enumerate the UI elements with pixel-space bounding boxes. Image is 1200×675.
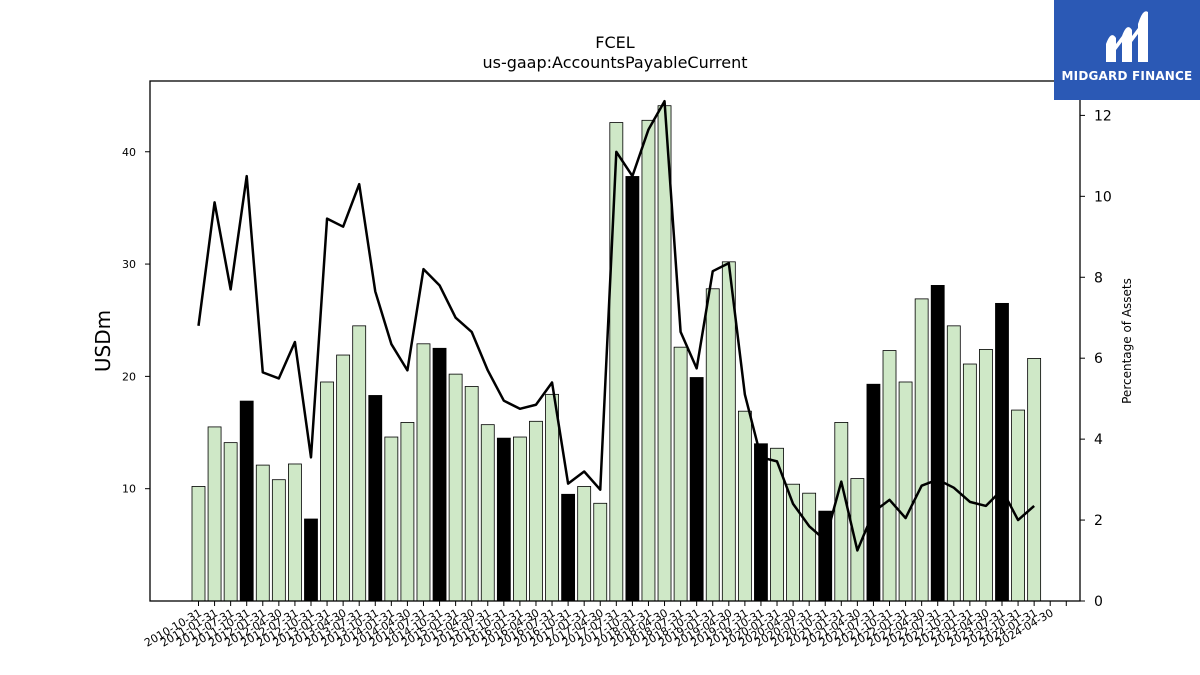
bar bbox=[962, 363, 977, 602]
bar bbox=[207, 426, 222, 602]
bar bbox=[561, 493, 576, 602]
bar bbox=[529, 420, 543, 602]
bar bbox=[721, 261, 736, 602]
bar bbox=[609, 122, 624, 602]
bar bbox=[513, 436, 527, 602]
y-tick-label: 40 bbox=[122, 146, 136, 159]
bar bbox=[239, 400, 254, 602]
bar bbox=[545, 393, 559, 602]
bar bbox=[705, 288, 720, 602]
bar bbox=[673, 346, 688, 602]
y2-tick-label: 10 bbox=[1094, 189, 1112, 205]
bar bbox=[448, 373, 463, 602]
bar bbox=[288, 463, 302, 602]
bar-group bbox=[191, 105, 1042, 602]
y-tick-label: 10 bbox=[122, 483, 136, 496]
y-axis-left: 10 20 30 40 bbox=[122, 146, 150, 496]
bar bbox=[464, 386, 479, 602]
bar bbox=[979, 349, 993, 602]
bar bbox=[946, 325, 961, 602]
bar bbox=[995, 302, 1009, 602]
bar bbox=[223, 442, 238, 602]
bar bbox=[400, 422, 415, 602]
bar bbox=[304, 518, 318, 602]
y-tick-label: 30 bbox=[122, 258, 136, 271]
bar bbox=[1027, 358, 1042, 602]
bar bbox=[689, 377, 704, 602]
bar bbox=[914, 298, 929, 602]
bar bbox=[641, 119, 656, 602]
bar bbox=[352, 325, 367, 602]
bar bbox=[384, 436, 399, 602]
y2-tick-label: 0 bbox=[1094, 594, 1103, 610]
bar bbox=[191, 486, 206, 602]
chart-subtitle: us-gaap:AccountsPayableCurrent bbox=[482, 53, 747, 72]
y-axis-right: 0 2 4 6 8 10 12 bbox=[1080, 108, 1112, 610]
bar bbox=[368, 395, 383, 602]
brand-logo: MIDGARD FINANCE bbox=[1054, 0, 1200, 100]
bar bbox=[866, 383, 881, 602]
bar bbox=[271, 479, 286, 602]
bar bbox=[432, 347, 447, 602]
x-axis: 2010-10-312011-01-312011-07-312011-10-31… bbox=[142, 601, 1067, 650]
brand-name: MIDGARD FINANCE bbox=[1061, 69, 1193, 83]
bar bbox=[898, 381, 913, 602]
bar bbox=[625, 176, 640, 602]
bar bbox=[496, 437, 511, 602]
percentage-line bbox=[197, 99, 1035, 552]
bar bbox=[577, 486, 592, 602]
bar bbox=[834, 422, 849, 602]
bar bbox=[1011, 409, 1025, 602]
bar bbox=[336, 354, 351, 602]
bar bbox=[930, 285, 945, 602]
bar bbox=[882, 350, 897, 602]
y2-tick-label: 4 bbox=[1094, 432, 1103, 448]
y2-axis-label: Percentage of Assets bbox=[1120, 278, 1134, 404]
bar bbox=[802, 492, 817, 602]
bar bbox=[320, 381, 334, 602]
y2-tick-label: 6 bbox=[1094, 351, 1103, 367]
plot-frame bbox=[149, 80, 1081, 602]
bar bbox=[480, 424, 495, 602]
bar bbox=[416, 343, 431, 602]
y2-tick-label: 2 bbox=[1094, 513, 1103, 529]
midgard-logo-icon bbox=[1106, 11, 1148, 62]
bar bbox=[593, 502, 608, 602]
bar bbox=[737, 410, 752, 602]
bar bbox=[255, 464, 270, 602]
y2-tick-label: 8 bbox=[1094, 270, 1103, 286]
y2-tick-label: 12 bbox=[1094, 108, 1112, 124]
chart-title: FCEL bbox=[595, 33, 634, 52]
y-tick-label: 20 bbox=[122, 370, 136, 383]
bar bbox=[754, 443, 768, 602]
y-axis-label: USDm bbox=[91, 310, 115, 372]
